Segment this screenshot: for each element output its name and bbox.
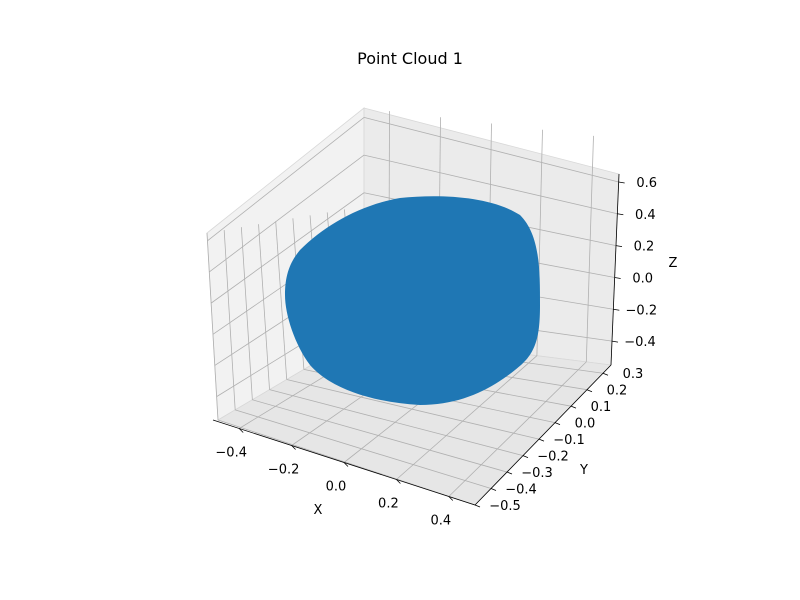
y-tick-mark [522,455,529,458]
z-ticks: −0.4 −0.2 0.0 0.2 0.4 0.6 [611,176,658,350]
y-tick-label: −0.2 [537,450,569,465]
y-tick-mark [586,389,593,393]
z-tick-label: −0.4 [624,335,656,350]
x-grid-line [396,355,538,480]
x-tick-label: −0.4 [215,446,247,461]
y-grid-line [286,379,540,440]
x-tick-label: 0.4 [430,514,451,529]
z-tick-label: 0.4 [635,208,656,223]
x-grid-line-wall [585,135,594,362]
y-grid-line [235,409,492,489]
z-grid-line-left [210,192,365,304]
y-grid-line-wall [223,230,236,410]
x-tick-label: 0.2 [378,497,399,512]
z-tick-mark [617,213,624,216]
x-tick-label: −0.2 [268,463,300,478]
y-grid-line-wall [258,224,270,390]
z-tick-label: 0.2 [634,240,655,255]
x-tick-mark [448,496,454,501]
y-tick-label: 0.2 [607,384,628,399]
x-tick-label: 0.0 [326,480,347,495]
x-tick-mark [396,479,401,484]
y-axis-label: Y [579,463,588,478]
x-ticks: −0.4 −0.2 0.0 0.2 0.4 [215,428,454,529]
y-tick-mark [506,471,513,475]
point-cloud-blob [285,196,540,405]
y-tick-label: 0.1 [591,400,612,415]
y-tick-label: −0.1 [553,433,585,448]
y-tick-label: 0.0 [575,417,596,432]
y-grid-line-wall [206,232,219,421]
y-tick-label: −0.3 [521,466,553,481]
z-grid-line [363,117,619,183]
y-tick-label: −0.5 [489,499,521,514]
y-grid-line-wall [240,227,253,400]
x-tick-mark [343,462,349,467]
point-cloud [285,196,540,405]
y-tick-mark [490,488,497,491]
y-tick-label: 0.3 [623,367,644,382]
z-axis-label: Z [669,256,678,271]
chart-title: Point Cloud 1 [357,49,463,68]
z-tick-mark [613,308,620,311]
x-grid-line [448,361,587,497]
y-tick-mark [474,504,481,508]
y-tick-mark [602,372,609,376]
y-grid-line [269,389,524,456]
z-tick-label: 0.0 [632,271,653,286]
z-tick-mark [618,181,625,184]
z-tick-mark [611,340,619,343]
z-grid-line-left [209,154,365,273]
z-axis-line [610,173,620,366]
y-tick-mark [538,438,545,442]
z-tick-mark [614,277,621,279]
z-grid-line [363,154,618,215]
y-grid-line [252,399,508,473]
z-tick-label: 0.6 [636,176,657,191]
y-tick-label: −0.4 [505,483,537,498]
y-tick-mark [554,422,561,426]
y-grid-line-wall [275,221,288,380]
z-tick-label: −0.2 [626,303,658,318]
y-axis-line [474,364,612,506]
x-tick-mark [238,428,244,433]
x-axis-label: X [314,503,323,518]
x-tick-mark [291,445,296,450]
y-ticks: −0.5−0.4 −0.3−0.2 −0.10.0 0.10.2 0.3 [474,367,644,514]
y-tick-mark [570,405,577,409]
z-tick-mark [615,245,623,248]
z-grid-line-left [207,117,365,242]
